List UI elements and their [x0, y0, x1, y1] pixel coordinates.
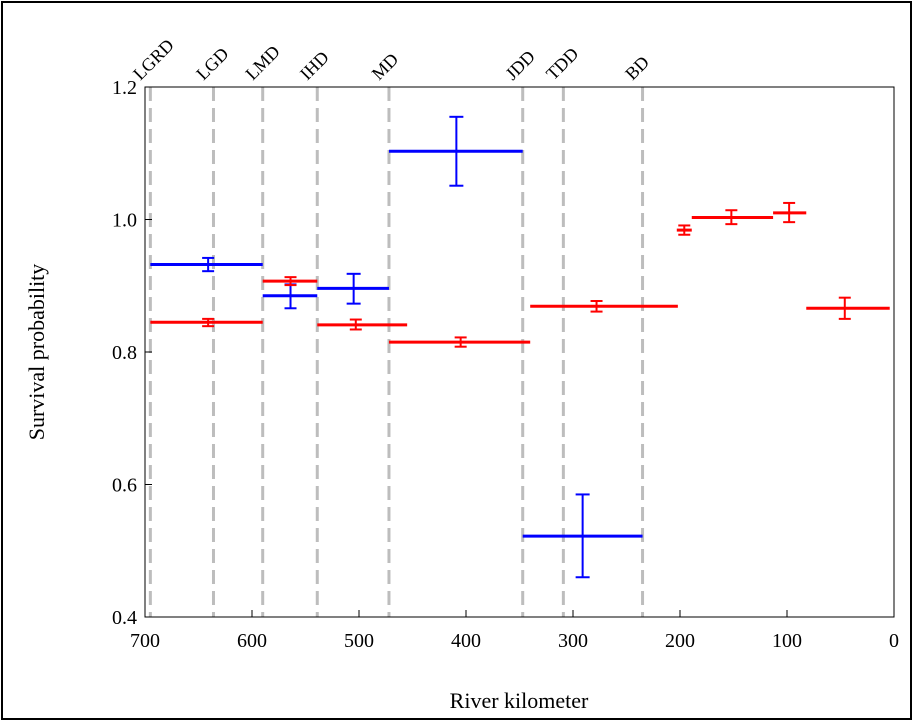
y-axis-title: Survival probability	[24, 264, 49, 441]
x-tick-label: 700	[130, 630, 160, 652]
dam-label-bd: BD	[621, 52, 653, 84]
dam-label-tdd: TDD	[542, 44, 582, 84]
y-axis: 0.4 0.6 0.8 1.0 1.2	[112, 77, 152, 629]
y-tick-label: 1.2	[112, 77, 137, 99]
dam-labels: LGRD LGD LMD IHD MD JDD TDD BD	[129, 35, 653, 84]
y-tick-label: 1.0	[112, 210, 137, 232]
y-tick-label: 0.6	[112, 475, 137, 497]
dam-label-md: MD	[368, 49, 403, 84]
dam-lines	[148, 87, 645, 617]
series-blue	[150, 115, 643, 579]
x-axis-title: River kilometer	[450, 688, 589, 713]
dam-label-jdd: JDD	[501, 46, 538, 83]
dam-label-lgd: LGD	[192, 44, 232, 84]
y-tick-label: 0.4	[112, 607, 137, 629]
y-tick-label: 0.8	[112, 342, 137, 364]
x-tick-label: 300	[558, 630, 588, 652]
x-tick-label: 200	[665, 630, 695, 652]
data-marks	[150, 115, 890, 579]
dam-label-lmd: LMD	[241, 41, 283, 83]
x-tick-label: 0	[889, 630, 899, 652]
dam-label-ihd: IHD	[296, 47, 333, 84]
plot-area-border	[144, 86, 895, 618]
x-tick-label: 600	[237, 630, 267, 652]
x-tick-label: 100	[772, 630, 802, 652]
x-tick-label: 500	[344, 630, 374, 652]
series-red	[150, 201, 890, 348]
x-axis: 700 600 500 400 300 200 100 0	[130, 610, 899, 652]
x-tick-label: 400	[451, 630, 481, 652]
